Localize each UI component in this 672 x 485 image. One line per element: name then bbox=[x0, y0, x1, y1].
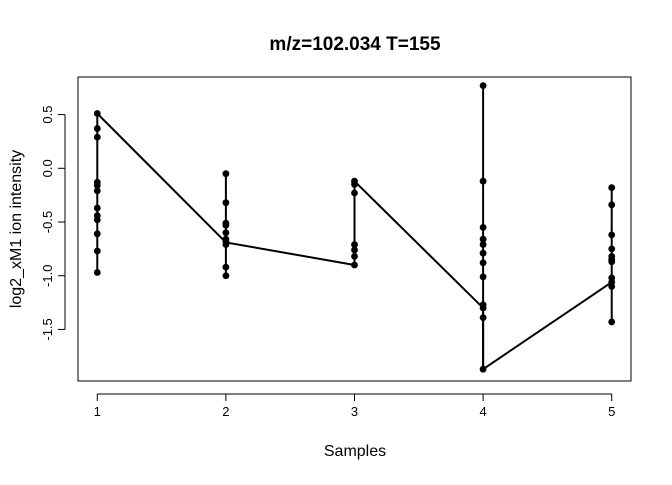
data-point bbox=[93, 133, 101, 141]
x-tick-label: 5 bbox=[608, 404, 615, 419]
data-point bbox=[479, 249, 487, 257]
data-point bbox=[93, 125, 101, 132]
data-point bbox=[93, 110, 101, 117]
data-point bbox=[351, 241, 358, 248]
data-point bbox=[351, 246, 358, 254]
data-point bbox=[351, 189, 358, 197]
data-point bbox=[479, 82, 487, 89]
data-point bbox=[222, 229, 230, 237]
x-tick-label: 1 bbox=[94, 404, 101, 419]
y-tick-label: 0.5 bbox=[40, 106, 55, 124]
x-tick-label: 4 bbox=[479, 404, 486, 419]
data-point bbox=[351, 261, 358, 269]
data-point bbox=[93, 230, 101, 238]
data-point bbox=[93, 182, 101, 189]
plot-frame bbox=[77, 76, 632, 382]
y-tick-label: -1.0 bbox=[40, 265, 55, 287]
data-point bbox=[608, 318, 616, 326]
y-axis: -1.5 -1.0 -0.5 0.0 0.5 bbox=[40, 106, 66, 341]
data-point bbox=[608, 245, 616, 253]
data-point bbox=[608, 231, 616, 239]
data-point bbox=[93, 269, 101, 276]
x-tick-label: 3 bbox=[351, 404, 358, 419]
data-point bbox=[222, 199, 230, 207]
chart-title: m/z=102.034 T=155 bbox=[269, 34, 441, 55]
data-point bbox=[222, 272, 230, 280]
data-point bbox=[479, 235, 487, 243]
y-tick-label: -1.5 bbox=[40, 318, 55, 340]
data-point bbox=[608, 258, 616, 266]
data-point bbox=[93, 216, 101, 224]
x-tick-label: 2 bbox=[222, 404, 229, 419]
y-tick-label: -0.5 bbox=[40, 211, 55, 233]
data-point bbox=[479, 314, 487, 322]
y-tick-label: 0.0 bbox=[40, 159, 55, 177]
data-point bbox=[351, 181, 358, 188]
data-point bbox=[479, 177, 487, 185]
x-axis: 1 2 3 4 5 bbox=[94, 393, 615, 419]
data-point bbox=[479, 259, 487, 267]
data-point bbox=[479, 365, 487, 373]
data-point bbox=[222, 263, 230, 271]
data-point bbox=[222, 221, 230, 229]
data-point bbox=[608, 283, 616, 290]
data-point bbox=[479, 273, 487, 281]
data-point bbox=[93, 187, 101, 195]
data-point bbox=[608, 201, 616, 209]
data-point bbox=[93, 204, 101, 212]
y-axis-label: log2_xM1 ion intensity bbox=[8, 150, 25, 308]
data-point bbox=[479, 241, 487, 248]
x-axis-label: Samples bbox=[324, 443, 386, 460]
data-point bbox=[222, 241, 230, 248]
data-point bbox=[479, 223, 487, 231]
data-point bbox=[608, 184, 616, 192]
data-point bbox=[93, 247, 101, 255]
data-points bbox=[93, 82, 616, 373]
data-point bbox=[351, 252, 358, 260]
data-point bbox=[222, 170, 230, 178]
data-point bbox=[479, 304, 487, 312]
